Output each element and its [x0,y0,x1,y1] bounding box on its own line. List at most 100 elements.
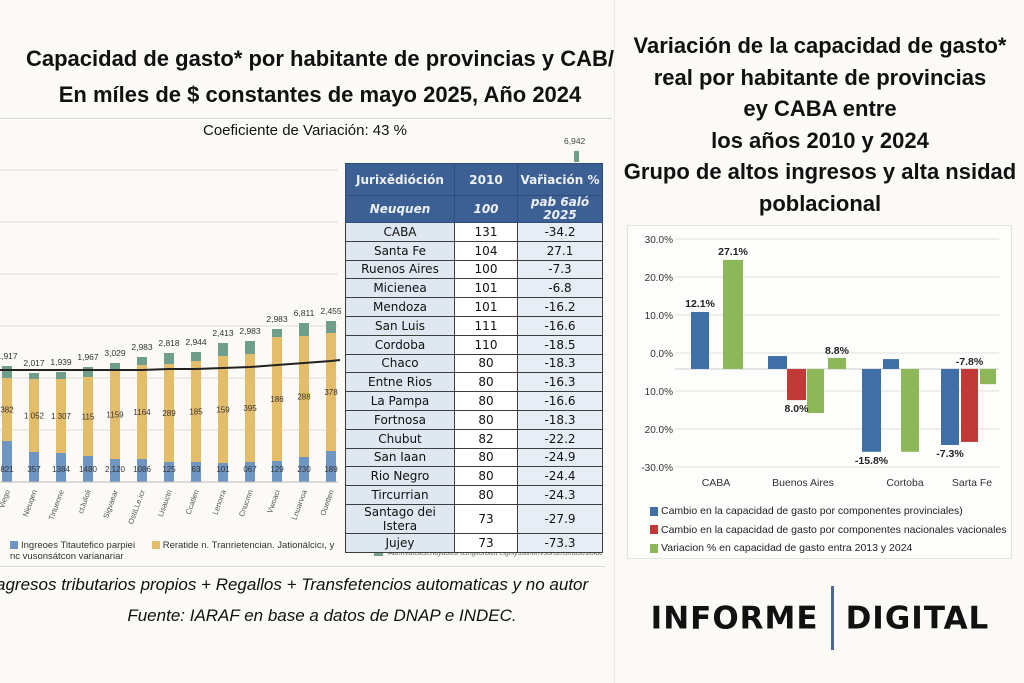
bar-segment [29,379,39,452]
header-2010: 2010 [454,163,518,196]
cell-2010: 73 [454,503,518,534]
segment-label: 1164 [133,408,151,417]
left-legend: Ingreoes Titautefico parpiei Reratide n.… [10,540,345,562]
legend-label: Variacion % en capacidad de gasto entra … [661,542,913,554]
cell-variation: -16.2 [517,297,603,317]
cell-2010: 80 [454,485,518,505]
bar [901,368,919,452]
segment-label: 125 [162,465,176,474]
table-row: Rio Negro 80 -24.4 [345,466,603,487]
segment-label: 189 [324,465,338,474]
cell-2010: 131 [454,222,518,242]
legend-swatch [650,506,658,516]
cell-jurisdiction: Tircurrian [345,485,455,505]
right-grouped-bar-chart: 30.0% 20.0% 10.0% 0.0% 10.0% 20.0% -30.0% 12.1%… [641,235,999,489]
bar-segment [272,329,282,337]
cell-2010: 111 [454,315,518,336]
cell-2010: 100 [454,259,518,280]
footer-divider [0,566,605,567]
segment-label: 115 [82,413,95,422]
bar-segment [245,354,255,462]
coefficient-label: Coeficiente de Variación: 43 % [202,122,407,139]
cell-variation: -16.3 [517,372,603,393]
bar-segment [2,378,12,441]
cell-jurisdiction: Santago dei Istera [345,503,455,534]
table-row: Tircurrian 80 -24.3 [345,485,603,505]
brand-right: DIGITAL [845,600,990,637]
cell-variation: -6.8 [517,278,603,299]
segment-label: 378 [324,388,338,397]
bar-segment [191,361,201,462]
y-tick-label: 10.0% [645,387,673,398]
y-tick-label: 10.0% [645,311,673,322]
title-line: ey CABA entre [743,96,897,121]
cell-2010: 80 [454,372,518,393]
subheader-value: 100 [454,195,518,223]
segment-label: 357 [27,465,41,474]
cell-jurisdiction: Ruenos Aires [345,259,455,280]
y-tick-label: -30.0% [641,463,673,474]
cell-2010: 80 [454,391,518,411]
category-label: Ccatlen [184,489,201,516]
cell-variation: -7.3 [517,259,603,280]
cell-2010: 110 [454,334,518,355]
segment-label: 067 [243,465,257,474]
category-label: OstiLLe.icr [126,488,147,525]
bar-segment [326,451,336,482]
left-stacked-bar-chart: 821 382 1,917 Viego 357 1 052 2,017 Nieuqen 1384… [0,169,342,525]
cell-variation: -16.6 [517,391,603,411]
cell-variation: -73.3 [517,532,603,553]
category-label: Cortoba [886,477,924,489]
bar [883,359,899,369]
cell-2010: 80 [454,353,518,374]
legend-item-national: Cambio en la capacidad de gasto por comp… [650,521,1007,540]
total-label: 2,983 [239,326,261,336]
legend-swatch [374,550,383,556]
category-label: Viego [0,489,12,510]
cell-variation: -22.2 [517,428,603,449]
header-jurisdiction: Jurixědióción [345,163,455,196]
panel-divider [614,0,615,683]
right-legend: Cambio en la capacidad de gasto por comp… [650,502,1007,558]
right-chart-title: Variación de la capacidad de gasto* real… [615,30,1024,219]
legend-swatch [650,543,658,553]
brand-left: INFORME [650,600,819,637]
left-chart-title-line1: Capacidad de gasto* por habitante de pro… [25,46,615,71]
bar-segment [137,459,147,482]
legend-swatch [151,541,160,550]
segment-label: 230 [297,465,311,474]
brand-divider [830,586,834,650]
bar-segment [272,461,282,482]
category-label: Vwoaci [265,488,282,514]
bar-segment [110,370,120,459]
cell-2010: 101 [454,278,518,299]
segment-label: 63 [192,465,201,474]
bar-segment [299,336,309,457]
bar [691,311,709,369]
cell-variation: -27.9 [517,503,603,534]
cell-jurisdiction: Fortnosa [345,409,455,430]
table-row: La Pampa 80 -16.6 [345,391,603,411]
data-label: 8.8% [825,345,850,357]
bar [941,368,959,445]
bar-segment [83,456,93,482]
table-row: Santago dei Istera 73 -27.9 [345,503,603,534]
second-legend: -Aanfrvaoslisenayaoosi dsngiforbicit elg… [374,550,603,557]
segment-label: 289 [162,409,176,418]
cell-jurisdiction: Micienea [345,278,455,299]
legend-item-variation: Variacion % en capacidad de gasto entra … [650,539,1007,558]
total-label: 2,983 [266,314,288,324]
cell-2010: 73 [454,532,518,553]
cell-variation: -16.6 [517,315,603,336]
bar-segment [218,463,228,482]
bar-segment [2,366,12,378]
legend-label: Ingreoes Titautefico parpiei [21,540,136,551]
table-row: Mendoza 101 -16.2 [345,297,603,317]
segment-label: 395 [243,404,257,413]
total-label: 2,983 [131,342,153,352]
bar [768,356,787,369]
bar-segment [137,357,147,365]
bar [723,259,743,369]
segment-label: 1480 [79,465,97,474]
cell-jurisdiction: Jujey [345,532,455,553]
